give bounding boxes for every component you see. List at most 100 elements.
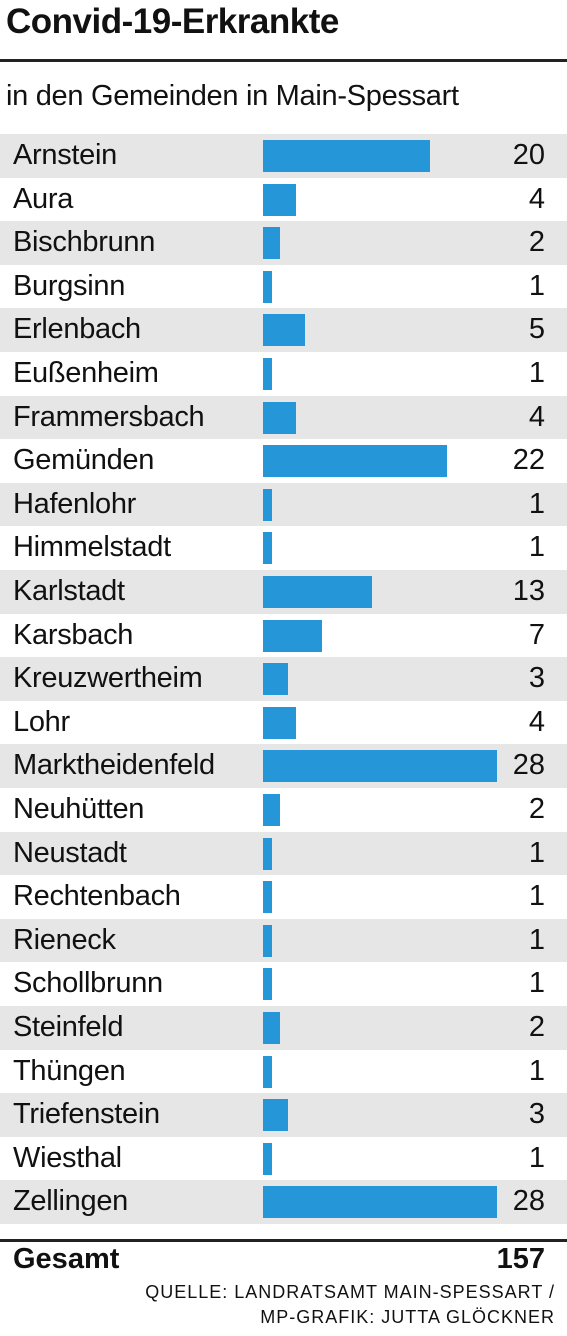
chart-row: Bischbrunn 2 (0, 221, 567, 265)
chart-row: Kreuzwertheim 3 (0, 657, 567, 701)
bar (263, 750, 497, 783)
value-label: 1 (528, 880, 545, 913)
bar (263, 706, 297, 739)
bar (263, 227, 280, 260)
value-label: 4 (528, 182, 545, 215)
bar (263, 532, 272, 565)
chart-row: Hafenlohr 1 (0, 482, 567, 527)
chart-row: Arnstein 20 (0, 134, 567, 178)
bar (263, 663, 289, 696)
value-label: 4 (528, 400, 545, 433)
category-label: Lohr (13, 705, 70, 738)
chart-row: Rechtenbach 1 (0, 875, 567, 919)
source-note: QUELLE: LANDRATSAMT MAIN-SPESSART / MP-G… (145, 1280, 555, 1330)
chart-row: Burgsinn 1 (0, 265, 567, 309)
bar (263, 1142, 272, 1175)
source-line-1: QUELLE: LANDRATSAMT MAIN-SPESSART / (145, 1282, 555, 1302)
category-label: Burgsinn (13, 269, 126, 302)
chart-row: Marktheidenfeld 28 (0, 744, 567, 788)
value-label: 5 (528, 313, 545, 346)
bar (263, 837, 272, 870)
chart-row: Neuhütten 2 (0, 788, 567, 832)
category-label: Rieneck (13, 923, 116, 956)
category-label: Schollbrunn (13, 967, 163, 1000)
category-label: Neuhütten (13, 793, 145, 825)
category-label: Karsbach (13, 618, 134, 651)
category-label: Aura (13, 182, 74, 215)
chart-row: Gemünden 22 (0, 439, 567, 483)
bar (263, 794, 280, 826)
bar (263, 140, 431, 172)
value-label: 3 (528, 1098, 545, 1131)
chart-row: Aura 4 (0, 178, 567, 222)
bar (263, 1186, 497, 1219)
total-value: 157 (496, 1243, 545, 1275)
category-label: Arnstein (13, 139, 117, 171)
category-label: Karlstadt (13, 575, 125, 607)
value-label: 1 (528, 357, 545, 389)
bar (263, 1012, 280, 1044)
bar (263, 968, 272, 1001)
category-label: Zellingen (13, 1185, 128, 1218)
value-label: 1 (528, 967, 545, 1000)
value-label: 4 (528, 705, 545, 738)
bar (263, 1099, 289, 1132)
value-label: 28 (512, 749, 545, 782)
chart-row: Steinfeld 2 (0, 1006, 567, 1050)
source-line-2: MP-GRAFIK: JUTTA GLÖCKNER (260, 1307, 555, 1327)
chart-row: Wiesthal 1 (0, 1137, 567, 1181)
category-label: Steinfeld (13, 1011, 124, 1043)
chart-subtitle: in den Gemeinden in Main-Spessart (6, 80, 459, 112)
bar (263, 619, 322, 652)
total-divider (0, 1239, 567, 1242)
chart-row: Triefenstein 3 (0, 1093, 567, 1137)
chart-row: Frammersbach 4 (0, 395, 567, 440)
chart-row: Eußenheim 1 (0, 352, 567, 396)
category-label: Rechtenbach (13, 880, 181, 913)
value-label: 7 (528, 618, 545, 651)
value-label: 3 (528, 662, 545, 695)
value-label: 20 (512, 139, 545, 171)
category-label: Eußenheim (13, 357, 159, 389)
bar (263, 1055, 272, 1088)
bar (263, 576, 372, 608)
chart-title: Convid-19-Erkrankte (6, 2, 339, 41)
chart-row: Himmelstadt 1 (0, 526, 567, 570)
title-divider (0, 59, 567, 62)
value-label: 2 (528, 793, 545, 825)
category-label: Frammersbach (13, 400, 205, 433)
value-label: 13 (512, 575, 545, 607)
bar (263, 924, 272, 957)
chart-row: Rieneck 1 (0, 918, 567, 963)
category-label: Bischbrunn (13, 226, 156, 259)
bar (263, 183, 297, 216)
value-label: 1 (528, 1054, 545, 1087)
chart-row: Neustadt 1 (0, 831, 567, 876)
chart-row: Karsbach 7 (0, 614, 567, 658)
category-label: Marktheidenfeld (13, 749, 215, 782)
chart-row: Lohr 4 (0, 701, 567, 745)
bar (263, 445, 447, 478)
chart-row: Schollbrunn 1 (0, 962, 567, 1006)
bar (263, 358, 272, 390)
chart-row: Karlstadt 13 (0, 570, 567, 614)
value-label: 1 (528, 531, 545, 564)
bar (263, 314, 305, 347)
category-label: Gemünden (13, 444, 155, 477)
value-label: 1 (528, 487, 545, 520)
value-label: 1 (528, 923, 545, 956)
category-label: Himmelstadt (13, 531, 171, 564)
category-label: Hafenlohr (13, 487, 137, 520)
bar (263, 401, 297, 434)
value-label: 1 (528, 836, 545, 869)
value-label: 2 (528, 226, 545, 259)
chart-row: Thüngen 1 (0, 1050, 567, 1094)
total-label: Gesamt (13, 1243, 120, 1275)
total-row: Gesamt 157 (0, 1242, 567, 1278)
category-label: Neustadt (13, 836, 127, 869)
category-label: Thüngen (13, 1054, 126, 1087)
category-label: Triefenstein (13, 1098, 160, 1131)
value-label: 1 (528, 269, 545, 302)
value-label: 2 (528, 1011, 545, 1043)
bar (263, 270, 272, 303)
